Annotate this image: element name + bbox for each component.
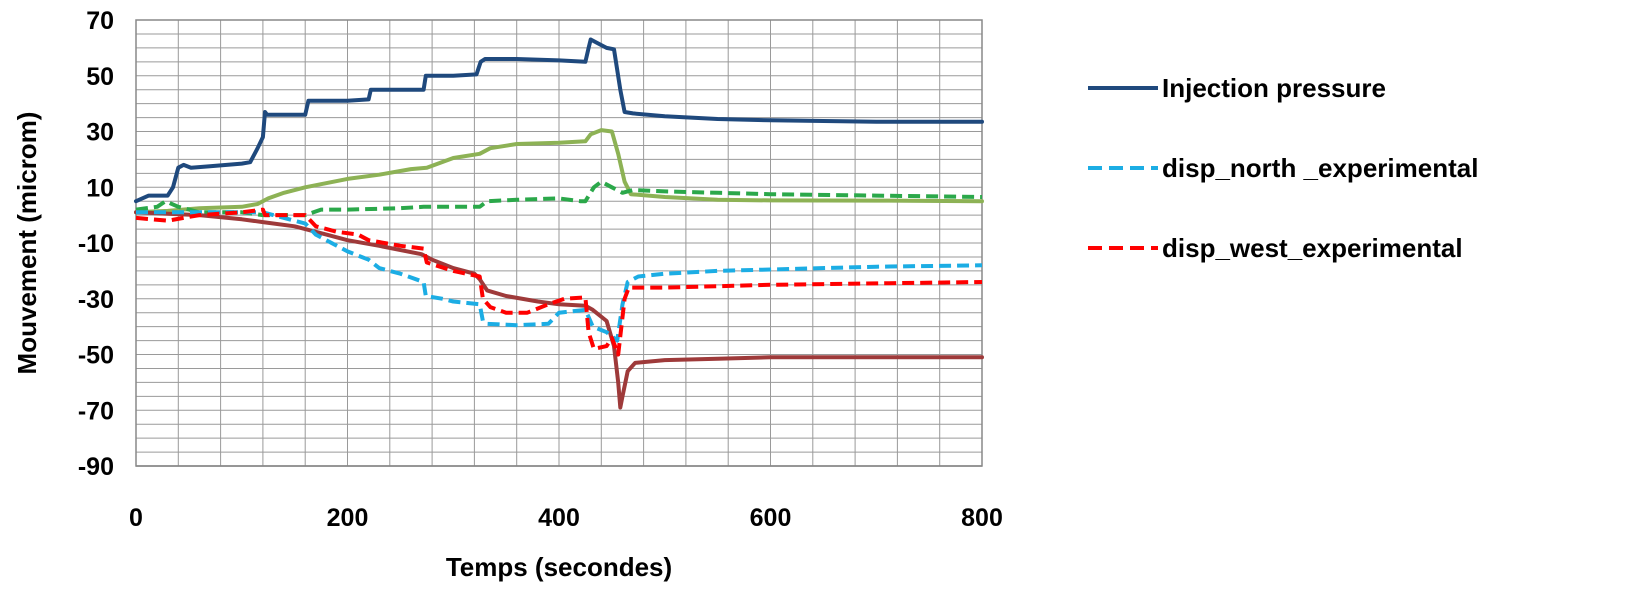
y-tick-label: -30 (78, 286, 114, 314)
y-tick-label: 50 (86, 63, 114, 91)
x-axis: 0 200 400 600 800 (129, 465, 1003, 532)
y-tick-label: 70 (86, 7, 114, 35)
series-line-dark-red-solid-series (134, 210, 984, 410)
x-tick-label: 200 (327, 504, 369, 532)
series-line-disp-north-experimental (136, 210, 983, 343)
legend-label: disp_north _experimental (1162, 153, 1478, 183)
y-tick-label: -10 (78, 230, 114, 258)
y-tick-label: -70 (78, 397, 114, 425)
x-tick-label: 600 (750, 504, 792, 532)
y-axis: 70 50 30 10 -10 -30 -50 -70 -90 (78, 7, 114, 481)
legend-label: Injection pressure (1162, 73, 1386, 103)
x-tick-label: 400 (538, 504, 580, 532)
y-tick-label: -90 (78, 453, 114, 481)
grid (135, 19, 983, 467)
series-line-injection-pressure (134, 37, 984, 204)
series-lines (134, 37, 984, 410)
x-tick-label: 0 (129, 504, 143, 532)
series-line-light-green-solid-series (134, 128, 984, 215)
x-tick-label: 800 (961, 504, 1003, 532)
series-line-disp-west-experimental (135, 207, 983, 357)
y-tick-label: 30 (86, 119, 114, 147)
x-axis-title: Temps (secondes) (446, 552, 672, 582)
series-line-green-dashed-series (135, 179, 983, 218)
y-tick-label: 10 (86, 174, 114, 202)
y-tick-label: -50 (78, 342, 114, 370)
legend: Injection pressure disp_north _experiment… (1088, 73, 1478, 263)
y-axis-title: Mouvement (microm) (12, 112, 42, 375)
legend-label: disp_west_experimental (1162, 233, 1463, 263)
